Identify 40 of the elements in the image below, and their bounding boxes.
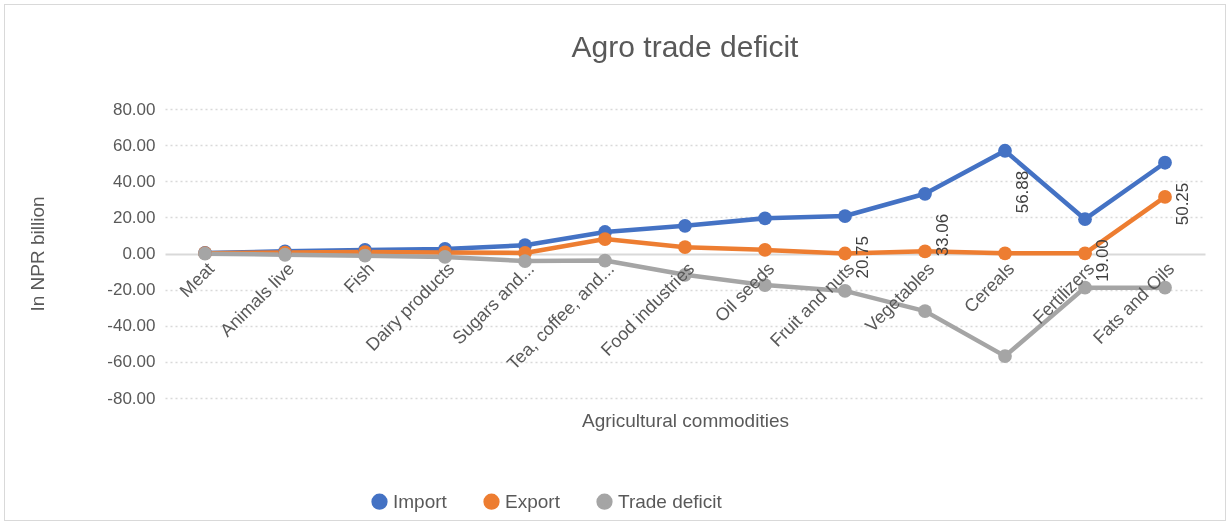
point: [998, 349, 1012, 363]
y-tick-label: -80.00: [107, 388, 156, 408]
y-tick-label: -40.00: [107, 316, 156, 336]
point: [1158, 155, 1172, 170]
point: [1078, 212, 1092, 227]
point: [1158, 190, 1172, 204]
data-label: 56.88: [1013, 170, 1032, 214]
data-label: 19.00: [1093, 239, 1112, 282]
point: [838, 246, 852, 261]
point: [918, 244, 932, 259]
point: [678, 240, 692, 255]
y-tick-label: 60.00: [112, 135, 156, 155]
y-tick-label: 20.00: [112, 207, 156, 227]
point: [1078, 246, 1092, 261]
point: [758, 211, 772, 226]
y-tick-label: 0.00: [122, 244, 156, 263]
x-axis-title: Agricultural commodities: [582, 409, 789, 431]
point: [838, 209, 852, 223]
data-label: 33.06: [933, 213, 952, 257]
y-tick-label: 80.00: [112, 99, 156, 119]
x-tick-label: Fish: [340, 258, 379, 297]
y-tick-label: -20.00: [107, 280, 156, 300]
legend-label: Trade deficit: [618, 490, 723, 512]
point: [438, 250, 452, 264]
legend-label: Import: [393, 490, 448, 512]
point: [358, 248, 372, 263]
point: [998, 143, 1012, 158]
point: [518, 254, 532, 268]
point: [758, 243, 772, 257]
point: [678, 218, 692, 233]
point: [918, 186, 932, 201]
y-tick-label: -60.00: [107, 352, 156, 372]
chart-title: Agro trade deficit: [571, 30, 800, 63]
data-label: 50.25: [1173, 182, 1192, 226]
legend-label: Export: [505, 490, 561, 512]
point: [998, 246, 1012, 261]
point: [598, 232, 612, 246]
point: [598, 253, 612, 268]
y-tick-label: 40.00: [112, 171, 156, 191]
y-axis-title: In NPR billion: [26, 196, 48, 312]
